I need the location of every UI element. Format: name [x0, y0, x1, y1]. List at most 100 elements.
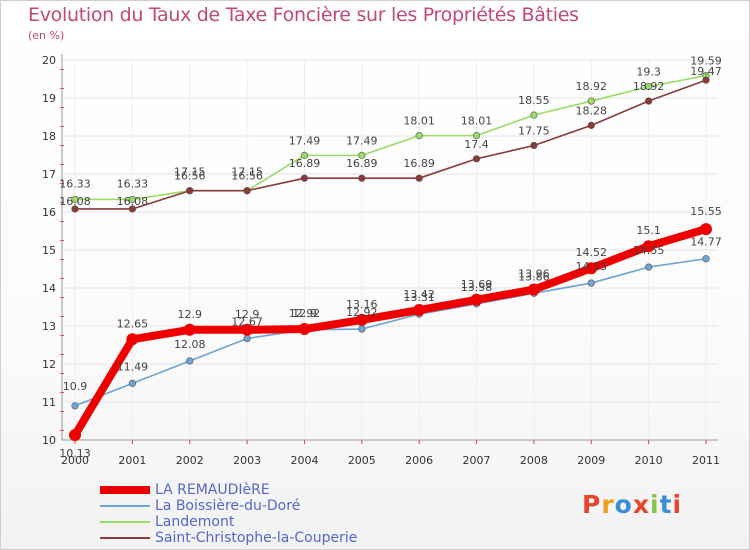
y-tick-label: 10 — [42, 434, 56, 447]
legend-label-3: Saint-Christophe-la-Couperie — [155, 530, 358, 546]
data-label-0-5: 13.16 — [346, 298, 378, 311]
data-point-0-3 — [241, 323, 254, 336]
data-label-2-6: 18.01 — [403, 115, 435, 128]
data-label-1-11: 14.77 — [690, 236, 722, 249]
data-point-3-0 — [71, 205, 79, 213]
data-label-3-8: 17.75 — [518, 125, 550, 138]
data-label-3-5: 16.89 — [346, 157, 378, 170]
data-point-3-8 — [530, 141, 538, 150]
data-label-3-4: 16.89 — [289, 157, 321, 170]
data-label-1-1: 11.49 — [117, 360, 149, 373]
data-label-3-1: 16.08 — [117, 195, 149, 208]
data-point-0-9 — [585, 262, 598, 275]
data-label-3-11: 19.47 — [690, 65, 722, 78]
x-tick-label: 2011 — [692, 454, 720, 467]
data-label-1-2: 12.08 — [174, 338, 206, 351]
data-point-3-7 — [472, 155, 481, 163]
legend-swatch-2 — [100, 521, 150, 523]
data-point-1-9 — [587, 279, 595, 287]
data-point-2-7 — [472, 132, 481, 140]
x-tick-label: 2004 — [290, 454, 318, 467]
data-label-1-8: 13.86 — [518, 270, 550, 283]
series-lines — [71, 74, 708, 438]
data-point-1-2 — [186, 357, 194, 365]
legend-label-0: LA REMAUDIèRE — [155, 482, 270, 498]
data-point-3-5 — [358, 174, 366, 182]
data-label-1-3: 12.67 — [231, 316, 263, 329]
x-tick-label: 2010 — [635, 454, 663, 467]
data-label-3-7: 17.4 — [464, 138, 489, 151]
y-tick-label: 15 — [42, 244, 56, 257]
data-point-2-1 — [128, 195, 136, 204]
data-label-0-10: 15.1 — [636, 224, 661, 237]
axes: 10 11 12 13 14 15 16 17 18 19 20 2000 2001 2002 2003 20… — [42, 54, 720, 467]
data-point-3-6 — [415, 174, 423, 182]
data-point-2-10 — [645, 82, 653, 91]
data-point-0-4 — [298, 323, 311, 336]
series-line-0 — [71, 225, 708, 438]
y-tick-label: 20 — [42, 54, 56, 67]
data-point-3-2 — [186, 187, 194, 195]
data-label-0-11: 15.55 — [690, 205, 722, 218]
legend-label-1: La Boissière-du-Doré — [155, 498, 301, 514]
series-line-2 — [75, 74, 707, 201]
data-label-2-7: 18.01 — [461, 115, 493, 128]
data-point-2-5 — [358, 151, 366, 159]
data-point-2-4 — [300, 151, 309, 159]
data-label-1-6: 13.31 — [403, 291, 435, 304]
data-label-2-1: 16.33 — [117, 177, 149, 190]
x-tick-label: 2006 — [405, 454, 433, 467]
data-point-0-11 — [700, 223, 712, 236]
data-label-0-2: 12.9 — [177, 308, 202, 321]
chart-title: Evolution du Taux de Taxe Foncière sur l… — [28, 4, 579, 26]
y-tick-label: 12 — [42, 358, 56, 371]
data-label-2-5: 17.49 — [346, 134, 378, 147]
logo-letter: P — [582, 490, 602, 519]
data-point-1-3 — [243, 334, 251, 343]
data-point-0-5 — [355, 313, 368, 326]
x-tick-label: 2007 — [463, 454, 491, 467]
proxiti-logo: Proxiti — [582, 490, 682, 519]
data-point-0-6 — [413, 304, 426, 317]
data-label-0-3: 12.9 — [235, 308, 260, 321]
data-label-2-11: 19.59 — [690, 55, 722, 68]
data-label-2-4: 17.49 — [289, 134, 321, 147]
data-point-0-0 — [69, 429, 81, 442]
y-tick-label: 19 — [42, 92, 56, 105]
data-label-0-4: 12.92 — [289, 307, 321, 320]
legend-swatch-1 — [100, 505, 150, 507]
x-tick-label: 2001 — [118, 454, 146, 467]
logo-letter: o — [614, 490, 633, 519]
series-line-3 — [75, 79, 707, 210]
x-tick-label: 2002 — [176, 454, 204, 467]
data-label-0-6: 13.42 — [403, 288, 435, 301]
data-label-0-8: 13.96 — [518, 268, 550, 281]
data-label-1-5: 12.92 — [346, 306, 378, 319]
data-point-1-11 — [702, 255, 710, 263]
series-labels: 16.33 16.33 17.15 17.15 17.49 17.49 18.01 18.01… — [59, 55, 722, 460]
data-label-0-0: 10.13 — [59, 447, 91, 460]
data-point-3-9 — [587, 121, 595, 129]
data-point-3-3 — [243, 187, 251, 195]
x-tick-label: 2000 — [61, 454, 89, 467]
logo-letter: t — [659, 490, 673, 519]
data-label-2-3: 17.15 — [231, 166, 263, 179]
data-point-1-5 — [358, 325, 366, 333]
data-point-1-10 — [645, 263, 653, 271]
legend-swatch-3 — [100, 537, 150, 539]
unit-label: (en %) — [28, 29, 65, 42]
data-point-1-0 — [71, 402, 79, 410]
data-label-3-3: 16.56 — [231, 170, 263, 183]
data-label-2-0: 16.33 — [59, 177, 91, 190]
x-tick-label: 2008 — [520, 454, 548, 467]
data-point-3-4 — [300, 174, 309, 182]
data-label-0-1: 12.65 — [117, 317, 149, 330]
x-tick-label: 2003 — [233, 454, 261, 467]
logo-letter: i — [672, 490, 683, 519]
data-label-1-7: 13.58 — [461, 281, 493, 294]
x-tick-label: 2005 — [348, 454, 376, 467]
data-label-2-2: 17.15 — [174, 166, 206, 179]
data-label-3-9: 18.28 — [576, 104, 608, 117]
y-tick-label: 16 — [42, 206, 56, 219]
